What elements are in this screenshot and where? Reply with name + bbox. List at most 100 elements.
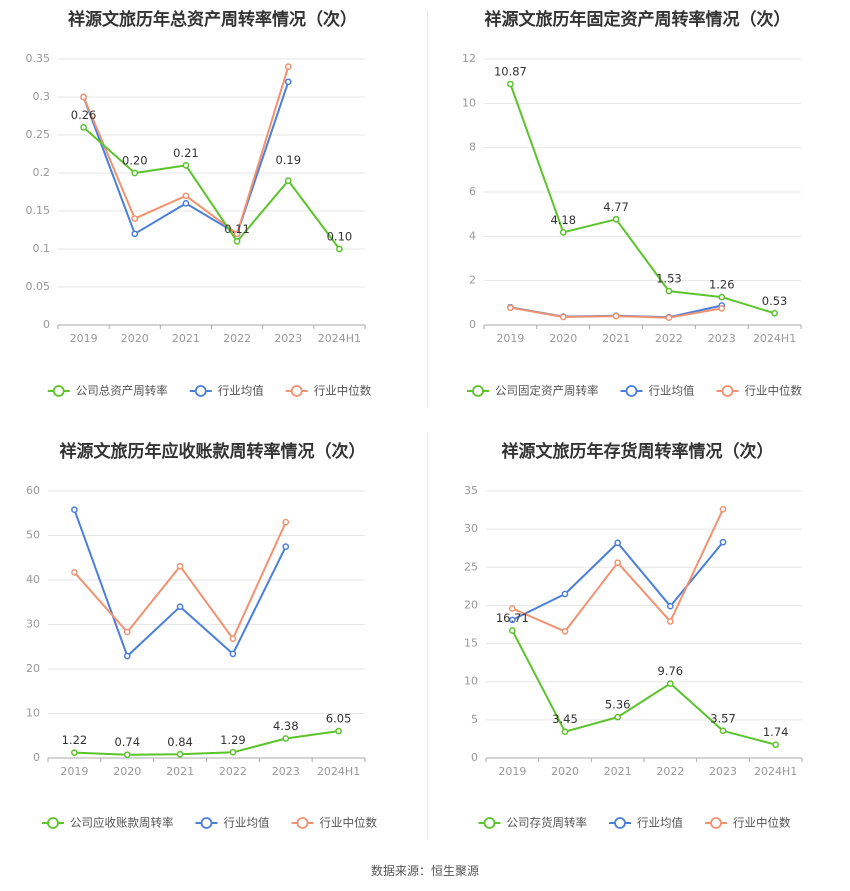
data-point-median: [123, 628, 131, 636]
data-label: 10.87: [494, 65, 527, 79]
series-line-median: [511, 508, 724, 633]
data-label: 4.38: [273, 719, 299, 733]
data-label: 0.19: [275, 153, 301, 167]
legend-label: 公司应收账款周转率: [70, 816, 174, 830]
y-tick-label: 10: [26, 707, 40, 720]
data-point-company: [233, 238, 241, 245]
legend-item-company: 公司总资产周转率: [47, 384, 168, 398]
data-point-company: [561, 728, 569, 736]
series-line-avg: [73, 509, 287, 658]
y-tick-label: 12: [462, 52, 476, 65]
y-tick-label: 8: [469, 141, 476, 154]
x-tick-label: 2024H1: [318, 332, 361, 345]
data-point-avg: [182, 200, 190, 207]
chart-fixed-asset-turnover: 祥源文旅历年固定资产周转率情况（次） 0 2 4 6 8 10 12 2019 2020 2021 2…: [462, 9, 802, 398]
data-point-company: [614, 713, 622, 721]
data-point-avg: [284, 78, 292, 86]
series-line-avg: [511, 541, 724, 621]
y-tick-label: 30: [464, 522, 478, 535]
data-point-company: [335, 727, 342, 735]
data-point-median: [559, 313, 567, 321]
data-point-company: [718, 293, 726, 301]
data-point-company: [719, 727, 727, 735]
x-tick-label: 2023: [709, 765, 737, 778]
y-tick-label: 60: [26, 484, 40, 497]
x-tick-label: 2020: [549, 332, 577, 345]
legend-swatch-marker: [200, 817, 213, 829]
data-point-median: [507, 304, 514, 312]
y-tick-label: 0.1: [33, 242, 51, 255]
data-point-company: [772, 741, 780, 749]
data-point-median: [80, 93, 87, 101]
y-tick-label: 0: [469, 318, 476, 331]
data-point-avg: [508, 616, 516, 624]
x-tick-label: 2022: [223, 332, 251, 345]
data-point-median: [561, 628, 569, 635]
legend-swatch-marker: [614, 817, 626, 829]
data-point-avg: [131, 230, 139, 238]
y-tick-label: 10: [464, 675, 478, 688]
data-label: 1.74: [763, 725, 789, 739]
data-point-median: [719, 505, 727, 513]
x-tick-label: 2024H1: [753, 332, 796, 345]
data-point-company: [182, 162, 190, 169]
data-point-company: [123, 751, 131, 759]
y-tick-label: 40: [26, 573, 40, 586]
y-tick-label: 0.15: [26, 204, 51, 217]
data-label: 0.84: [167, 735, 193, 749]
x-tick-label: 2019: [496, 332, 524, 345]
panel-divider-bottom: [427, 432, 428, 840]
data-source-footer: 数据来源：恒生聚源: [370, 864, 479, 878]
data-point-median: [666, 618, 674, 625]
y-tick-label: 4: [469, 229, 476, 242]
y-tick-label: 0: [471, 751, 478, 764]
data-point-median: [176, 562, 184, 570]
data-label: 1.26: [709, 278, 735, 292]
legend-swatch-marker: [710, 817, 722, 829]
chart-panel-inventory-turnover: 祥源文旅历年存货周转率情况（次） 0 5 10 15 20 25 30 35 2019 2020 20…: [425, 432, 850, 864]
data-point-median: [508, 605, 516, 612]
data-label: 3.45: [552, 712, 578, 726]
y-tick-label: 35: [464, 484, 478, 497]
chart-panel-receivables-turnover: 祥源文旅历年应收账款周转率情况（次） 0 10 20 30 40 50 60 2019 2020 2…: [0, 432, 425, 864]
x-tick-label: 2022: [656, 765, 684, 778]
data-point-median: [282, 518, 290, 526]
chart-total-asset-turnover: 祥源文旅历年总资产周转率情况（次） 0 0.05 0.1 0.15 0.2 0.25 0.3 0…: [26, 9, 372, 398]
data-point-company: [229, 748, 237, 756]
series-line-company: [509, 83, 775, 315]
y-tick-label: 50: [26, 529, 40, 542]
legend-label: 行业均值: [649, 384, 695, 398]
chart-title: 祥源文旅历年存货周转率情况（次）: [502, 441, 774, 462]
data-label: 5.36: [605, 698, 631, 712]
data-label: 1.22: [62, 733, 88, 747]
legend-item-company: 公司应收账款周转率: [42, 816, 174, 830]
y-tick-label: 0.3: [33, 90, 51, 103]
legend-swatch-marker: [472, 385, 484, 397]
panel-divider-top: [427, 10, 428, 408]
y-tick-label: 15: [464, 637, 478, 650]
legend-label: 行业中位数: [733, 816, 791, 830]
y-tick-label: 2: [469, 274, 476, 287]
legend-swatch-marker: [290, 385, 303, 397]
legend-label: 行业均值: [218, 384, 264, 398]
data-point-company: [176, 750, 184, 758]
x-tick-label: 2019: [70, 332, 98, 345]
data-point-avg: [282, 543, 290, 550]
data-label: 16.71: [496, 611, 529, 625]
legend-item-avg: 行业均值: [189, 384, 264, 398]
chart-receivables-turnover: 祥源文旅历年应收账款周转率情况（次） 0 10 20 30 40 50 60 2019 2020 2…: [26, 441, 377, 830]
y-tick-label: 0.35: [26, 52, 51, 65]
data-point-avg: [229, 650, 237, 658]
data-point-company: [284, 177, 292, 184]
data-point-median: [233, 230, 241, 238]
x-tick-label: 2021: [172, 332, 200, 345]
legend-item-median: 行业中位数: [705, 816, 791, 830]
x-tick-label: 2020: [551, 765, 579, 778]
data-label: 0.74: [114, 735, 140, 749]
legend-label: 公司固定资产周转率: [495, 384, 599, 398]
y-tick-label: 0.25: [26, 128, 51, 141]
data-label: 0.21: [173, 146, 199, 160]
legend-swatch-marker: [625, 385, 638, 397]
legend-item-avg: 行业均值: [609, 816, 683, 830]
data-point-company: [80, 124, 87, 131]
